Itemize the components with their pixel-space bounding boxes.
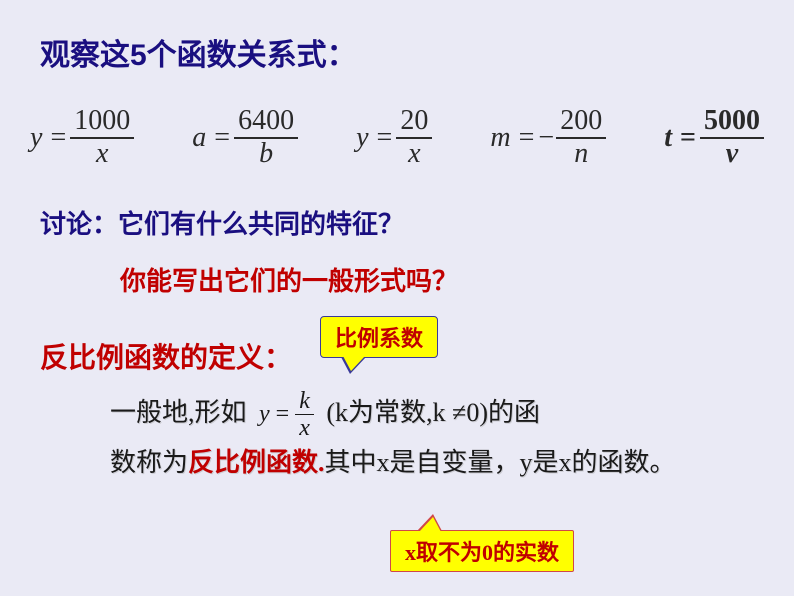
eq5-numerator: 5000 — [700, 106, 764, 139]
inline-denominator: x — [295, 415, 314, 441]
def-mid-k: (k为常数,k — [326, 397, 452, 426]
equals-sign: = — [377, 122, 393, 154]
callout-x-nonzero: x取不为0的实数 — [390, 530, 574, 572]
equals-sign: = — [214, 122, 230, 154]
eq4-numerator: 200 — [556, 106, 606, 139]
inline-equation: y = k x — [259, 388, 314, 442]
eq5-fraction: 5000 v — [700, 106, 764, 170]
eq4-denominator: n — [570, 139, 592, 170]
def-line2b: 其中x是自变量，y是x的函数。 — [325, 448, 676, 477]
discuss-prefix: 讨论： — [40, 210, 118, 239]
eq5-lhs: t — [664, 122, 672, 154]
discuss-line: 讨论：它们有什么共同的特征？ — [40, 204, 754, 241]
eq1-numerator: 1000 — [70, 106, 134, 139]
equations-row: y = 1000 x a = 6400 b y = 20 x m = — [30, 106, 764, 170]
equation-2: a = 6400 b — [192, 106, 298, 170]
equation-3: y = 20 x — [356, 106, 432, 170]
inline-numerator: k — [295, 388, 314, 415]
eq4-fraction: 200 n — [556, 106, 606, 170]
eq2-denominator: b — [255, 139, 277, 170]
eq5-denominator: v — [722, 139, 742, 170]
equals-sign: = — [276, 394, 290, 435]
callout-x-nonzero-wrap: x取不为0的实数 — [390, 530, 574, 572]
eq3-numerator: 20 — [396, 106, 432, 139]
discuss-q2: 你能写出它们的一般形式吗？ — [120, 261, 754, 298]
equation-5: t = 5000 v — [664, 106, 764, 170]
def-pre: 一般地,形如 — [110, 397, 247, 426]
eq2-fraction: 6400 b — [234, 106, 298, 170]
slide-page: 观察这5个函数关系式： y = 1000 x a = 6400 b y = 20… — [0, 0, 794, 596]
def-line2a: 数称为 — [110, 448, 188, 477]
def-ne: ≠ — [452, 397, 466, 426]
discuss-q1: 它们有什么共同的特征？ — [118, 210, 404, 239]
eq1-lhs: y — [30, 122, 42, 154]
eq1-denominator: x — [92, 139, 112, 170]
equals-sign: = — [50, 122, 66, 154]
eq1-fraction: 1000 x — [70, 106, 134, 170]
callout-ratio-coeff-wrap: 比例系数 — [320, 316, 438, 358]
eq4-negative: − — [538, 122, 554, 154]
callout-ratio-coeff: 比例系数 — [320, 316, 438, 358]
eq2-numerator: 6400 — [234, 106, 298, 139]
inline-lhs: y — [259, 394, 270, 435]
eq2-lhs: a — [192, 122, 206, 154]
def-line2-red: 反比例函数. — [188, 448, 325, 477]
definition-body: 一般地,形如 y = k x (k为常数,k ≠0)的函 数称为反比例函数.其中… — [40, 388, 754, 486]
eq3-denominator: x — [404, 139, 424, 170]
callout-tail — [343, 356, 365, 371]
definition-title: 反比例函数的定义： — [40, 336, 292, 376]
callout-ratio-coeff-text: 比例系数 — [335, 326, 423, 351]
equation-1: y = 1000 x — [30, 106, 134, 170]
inline-fraction: k x — [295, 388, 314, 442]
eq3-fraction: 20 x — [396, 106, 432, 170]
def-mid-k2: 0)的函 — [466, 397, 540, 426]
heading: 观察这5个函数关系式： — [40, 30, 754, 74]
equals-sign: = — [519, 122, 535, 154]
definition-row: 反比例函数的定义： 比例系数 — [40, 316, 754, 376]
eq3-lhs: y — [356, 122, 368, 154]
callout2-tail — [419, 517, 441, 532]
eq4-lhs: m — [490, 122, 510, 154]
equation-4: m = − 200 n — [490, 106, 606, 170]
equals-sign: = — [680, 122, 696, 154]
callout-x-nonzero-text: x取不为0的实数 — [405, 540, 559, 565]
